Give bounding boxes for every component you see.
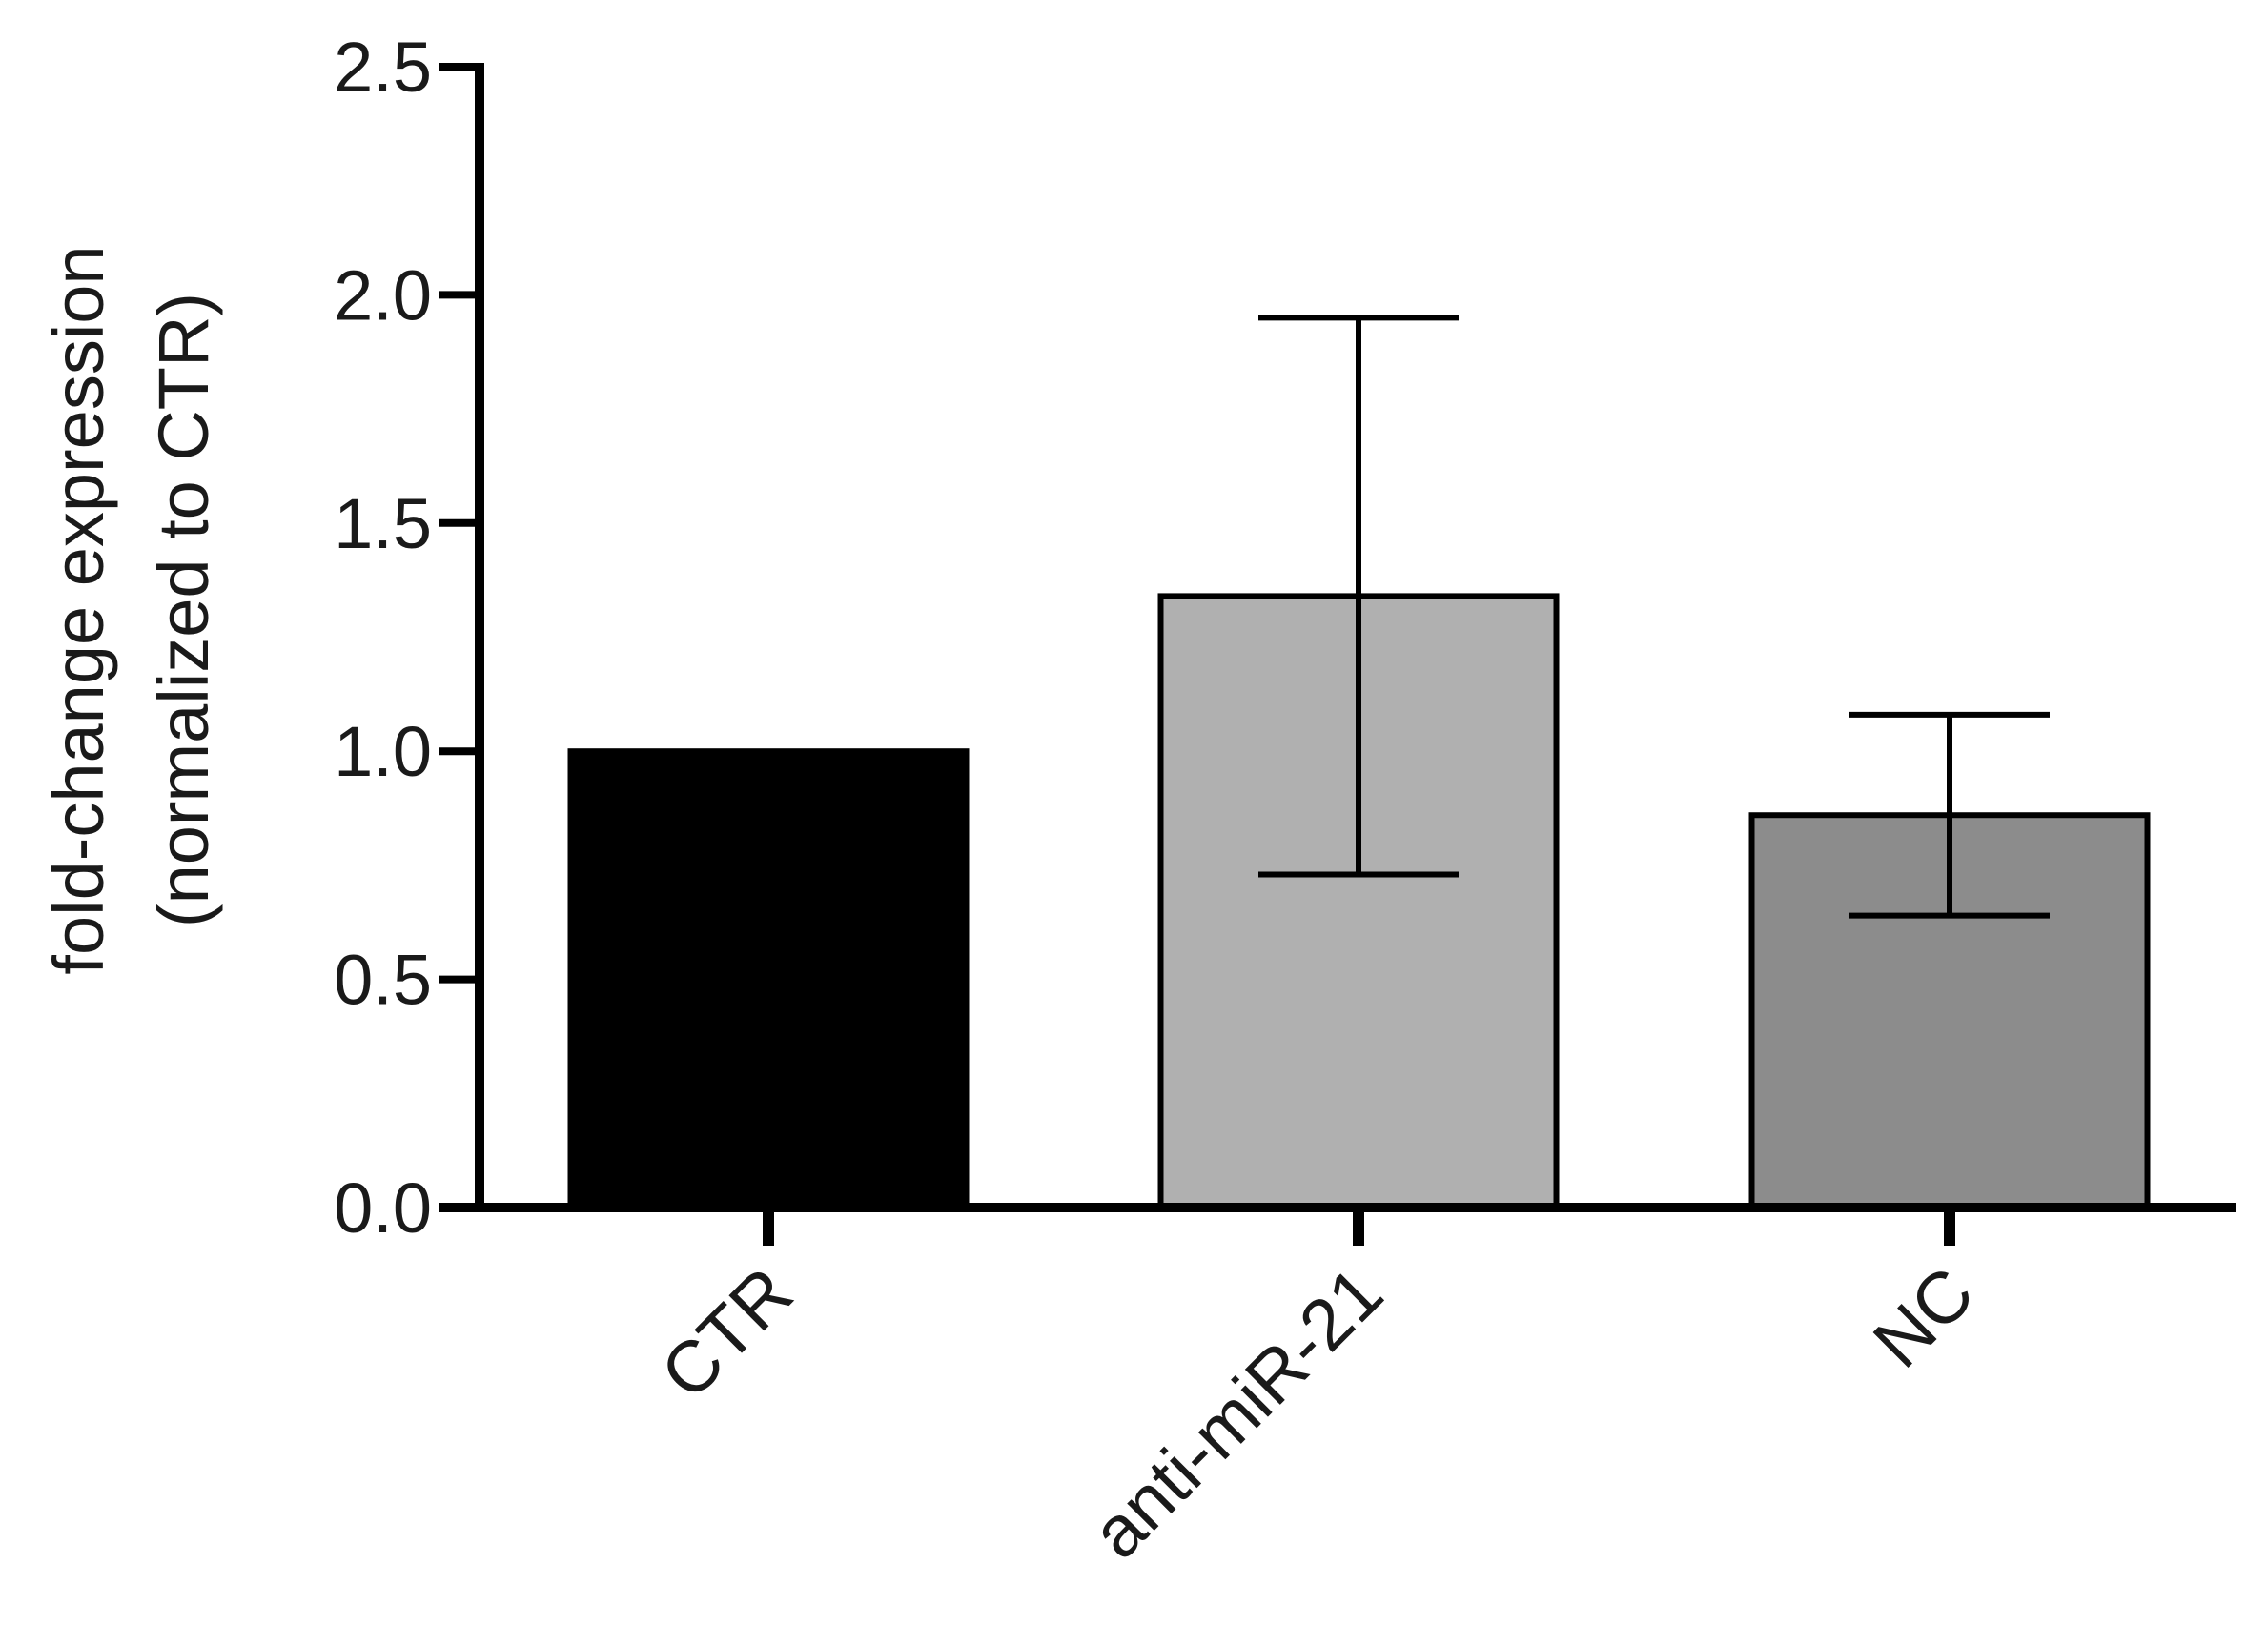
y-axis-title: fold-change expression (normalized to CT… [39, 245, 223, 974]
error-bars [1258, 315, 2050, 919]
bar-ctr [567, 748, 970, 1210]
y-tick-label: 2.0 [334, 255, 432, 335]
x-tick-label-anti-mir-21: anti-miR-21 [1076, 1252, 1399, 1574]
y-axis-ticks: 0.0 0.5 1.0 1.5 2.0 2.5 [334, 28, 480, 1248]
axes [439, 63, 2236, 1212]
y-tick-label: 0.5 [334, 941, 432, 1020]
x-tick-label-ctr: CTR [645, 1252, 808, 1415]
x-axis-ticks: CTR anti-miR-21 NC [645, 1208, 1990, 1574]
y-tick-label: 2.5 [334, 28, 432, 107]
error-bar-nc [1849, 711, 2050, 919]
y-tick-label: 1.5 [334, 484, 432, 563]
y-tick-label: 0.0 [334, 1168, 432, 1248]
y-axis-title-line1: fold-change expression [39, 245, 118, 974]
x-tick-label-nc: NC [1858, 1252, 1990, 1384]
y-tick-label: 1.0 [334, 712, 432, 791]
error-bar-anti-mir-21 [1258, 315, 1459, 878]
y-axis-title-line2: (normalized to CTR) [144, 293, 223, 927]
